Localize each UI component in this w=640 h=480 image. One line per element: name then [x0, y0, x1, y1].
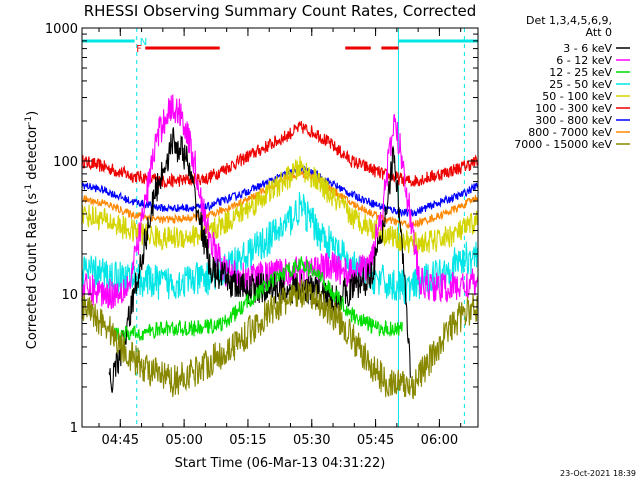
x-tick-label-2: 05:15	[229, 433, 266, 448]
flags-layer: NF	[82, 28, 478, 427]
y-axis-label-sup1: -1	[24, 184, 34, 193]
legend-label-1: 6 - 12 keV	[556, 54, 612, 67]
x-tick-label-3: 05:30	[293, 433, 330, 448]
y-axis-label-sup2: -1	[24, 116, 34, 125]
x-tick-label-4: 05:45	[357, 433, 394, 448]
legend-label-6: 300 - 800 keV	[535, 114, 612, 127]
series-line-7	[112, 256, 403, 343]
legend-label-4: 50 - 100 keV	[542, 90, 612, 103]
y-axis-label: Corrected Count Rate (s-1 detector-1)	[24, 111, 40, 349]
series-layer	[81, 94, 479, 400]
x-tick-label-5: 06:00	[421, 433, 458, 448]
x-axis-label: Start Time (06-Mar-13 04:31:22)	[175, 456, 386, 471]
legend-label-3: 25 - 50 keV	[549, 78, 612, 91]
axes-layer: 04:45 05:00 05:15 05:30 05:45 06:00 1 10 100 1000	[45, 22, 479, 448]
chart-title: RHESSI Observing Summary Count Rates, Co…	[84, 2, 477, 20]
x-tick-label-0: 04:45	[102, 433, 139, 448]
y-axis-label-mid: detector	[25, 124, 40, 184]
y-axis-label-main: Corrected Count Rate (s	[25, 193, 40, 350]
legend-header-0: Det 1,3,4,5,6,9,	[526, 14, 612, 27]
y-axis-label-end: )	[25, 111, 40, 116]
series-line-8	[81, 279, 479, 400]
legend-label-2: 12 - 25 keV	[549, 66, 612, 79]
flag-F-label: F	[136, 44, 142, 55]
series-line-1	[81, 163, 479, 218]
legend-label-5: 100 - 300 keV	[535, 102, 612, 115]
y-tick-label-3: 1000	[45, 22, 78, 37]
footer-date: 23-Oct-2021 18:39	[560, 469, 636, 478]
plot-frame	[81, 27, 479, 428]
legend-header-1: Att 0	[586, 26, 612, 39]
flag-N-label: N	[140, 37, 147, 48]
y-tick-label-1: 10	[61, 288, 78, 303]
series-line-4	[81, 191, 479, 305]
legend-label-0: 3 - 6 keV	[563, 42, 612, 55]
y-tick-label-2: 100	[53, 155, 78, 170]
x-tick-label-1: 05:00	[165, 433, 202, 448]
legend-label-8: 7000 - 15000 keV	[514, 138, 612, 151]
y-tick-label-0: 1	[70, 421, 78, 436]
legend-label-7: 800 - 7000 keV	[528, 126, 612, 139]
